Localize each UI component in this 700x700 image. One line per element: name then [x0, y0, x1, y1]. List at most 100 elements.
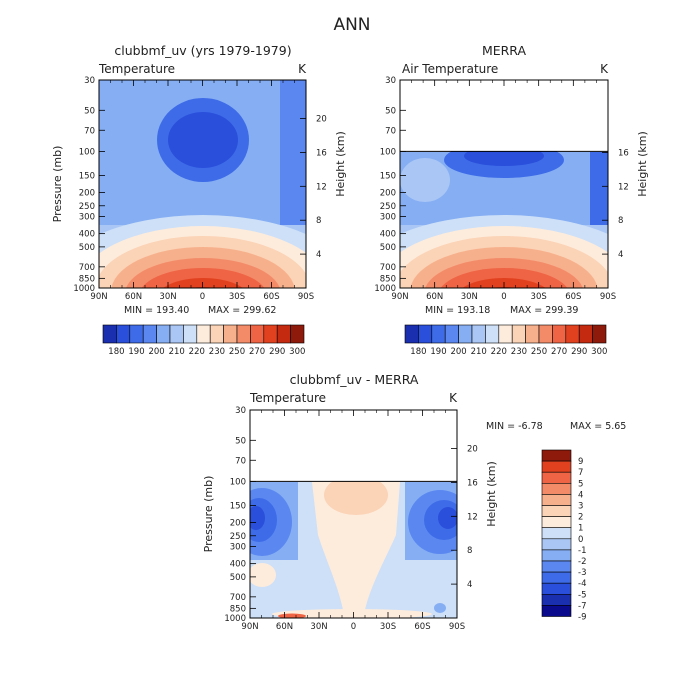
- y-tick-label: 250: [79, 202, 95, 212]
- variable-label: Temperature: [249, 391, 326, 405]
- colorbar-swatch: [404, 324, 419, 344]
- empty-region: [400, 80, 608, 152]
- y-tick-label: 200: [380, 189, 396, 199]
- y2-tick-label: 16: [618, 148, 629, 158]
- y-tick-label: 200: [79, 189, 95, 199]
- colorbar-label: 300: [289, 347, 305, 357]
- y2-axis-label: Height (km): [485, 461, 498, 527]
- colorbar-label: 200: [450, 347, 466, 357]
- y2-tick-label: 12: [618, 182, 629, 192]
- colorbar-swatch: [541, 449, 572, 462]
- colorbar-label: -1: [578, 546, 586, 556]
- x-tick-label: 90N: [391, 292, 408, 302]
- x-tick-label: 90N: [90, 292, 107, 302]
- y-tick-label: 850: [230, 604, 246, 614]
- colorbar-label: 270: [551, 347, 567, 357]
- colorbar-label: 290: [571, 347, 587, 357]
- axes-layer: 3050701001502002503004005007008501000201…: [51, 76, 649, 632]
- colorbar-swatch: [169, 324, 184, 344]
- y2-tick-label: 12: [467, 512, 478, 522]
- colorbar-label: 7: [578, 468, 583, 478]
- colorbar-swatch: [541, 593, 572, 606]
- colorbar-label: 300: [591, 347, 607, 357]
- colorbar-swatch: [552, 324, 567, 344]
- y-tick-label: 400: [79, 230, 95, 240]
- panel-difference: clubbmf_uv - MERRA Temperature K: [249, 372, 458, 619]
- y-tick-label: 150: [230, 501, 246, 511]
- colorbar-swatch: [290, 324, 305, 344]
- colorbar-swatch: [485, 324, 500, 344]
- y-tick-label: 250: [380, 202, 396, 212]
- colorbar-swatch: [525, 324, 540, 344]
- y-tick-label: 100: [380, 147, 396, 157]
- colorbar-swatch: [541, 471, 572, 484]
- colorbar-swatch: [276, 324, 291, 344]
- x-tick-label: 60N: [426, 292, 443, 302]
- colorbar-label: 220: [189, 347, 205, 357]
- colorbar-label: -4: [578, 579, 586, 589]
- y-tick-label: 400: [380, 230, 396, 240]
- colorbar-label: 190: [430, 347, 446, 357]
- colorbar-swatch: [116, 324, 131, 344]
- colorbar-label: 250: [229, 347, 245, 357]
- y-tick-label: 50: [235, 436, 246, 446]
- colorbar-label: -2: [578, 557, 586, 567]
- colorbar-swatch: [565, 324, 580, 344]
- panel-title: MERRA: [482, 43, 527, 58]
- x-tick-label: 60N: [276, 622, 293, 632]
- colorbar-swatch: [102, 324, 117, 344]
- colorbar-swatch: [129, 324, 144, 344]
- colorbar-label: 0: [578, 535, 583, 545]
- panel-title: clubbmf_uv (yrs 1979-1979): [114, 43, 291, 58]
- variable-label: Temperature: [98, 62, 175, 76]
- y2-tick-label: 4: [316, 250, 321, 260]
- colorbar-label: 4: [578, 490, 583, 500]
- y-tick-label: 1000: [224, 614, 246, 624]
- colorbar-swatch: [418, 324, 433, 344]
- panel-title: clubbmf_uv - MERRA: [290, 372, 419, 387]
- y-tick-label: 200: [230, 519, 246, 529]
- colorbar-swatch: [541, 527, 572, 540]
- y-tick-label: 150: [380, 171, 396, 181]
- y2-tick-label: 8: [467, 546, 472, 556]
- contour-field: [400, 142, 608, 288]
- units-label: K: [600, 62, 609, 76]
- contour-field: [99, 80, 306, 288]
- colorbar-label: -3: [578, 568, 586, 578]
- y-tick-label: 400: [230, 560, 246, 570]
- colorbar-swatch: [458, 324, 473, 344]
- colorbar-label: 230: [209, 347, 225, 357]
- y-tick-label: 50: [84, 106, 95, 116]
- y-tick-label: 500: [380, 243, 396, 253]
- y-tick-label: 150: [79, 171, 95, 181]
- colorbar-swatch: [541, 482, 572, 495]
- colorbar-swatch: [541, 571, 572, 584]
- colorbar-swatch: [538, 324, 553, 344]
- y-tick-label: 1000: [73, 284, 95, 294]
- y2-tick-label: 20: [467, 445, 478, 455]
- colorbar-swatch: [541, 505, 572, 517]
- colorbar-label: 250: [531, 347, 547, 357]
- colorbar-label: 180: [410, 347, 426, 357]
- colorbar-label: 3: [578, 502, 583, 512]
- colorbar-label: -5: [578, 590, 586, 600]
- colorbar-label: 9: [578, 457, 583, 467]
- colorbar-swatch: [511, 324, 526, 344]
- colorbar-swatch: [183, 324, 198, 344]
- contour-field: [250, 475, 457, 618]
- colorbar-swatch: [471, 324, 486, 344]
- units-label: K: [298, 62, 307, 76]
- x-tick-label: 30S: [229, 292, 245, 302]
- y-tick-label: 1000: [374, 284, 396, 294]
- colorbar-swatch: [236, 324, 251, 344]
- colorbar-swatch: [541, 494, 572, 506]
- y2-tick-label: 20: [316, 115, 327, 125]
- x-tick-label: 30S: [380, 622, 396, 632]
- y-tick-label: 70: [385, 126, 396, 136]
- y2-tick-label: 4: [467, 580, 472, 590]
- y-tick-label: 100: [79, 147, 95, 157]
- y-tick-label: 70: [235, 456, 246, 466]
- x-tick-label: 30N: [461, 292, 478, 302]
- x-tick-label: 60S: [263, 292, 279, 302]
